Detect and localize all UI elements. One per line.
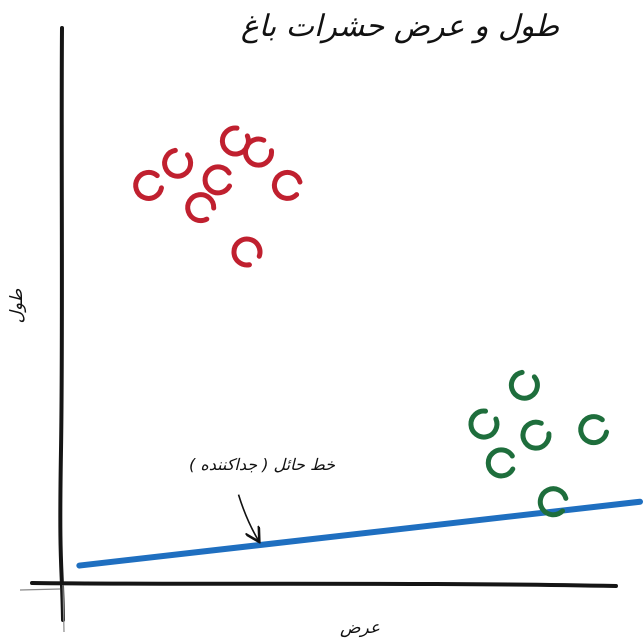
scatter-points — [133, 125, 610, 518]
annotation-arrow — [237, 494, 259, 541]
y-axis-label: طول — [7, 288, 27, 323]
scatter-point-series2-5 — [485, 447, 516, 479]
scatter-point-series2-1 — [508, 369, 540, 401]
scatter-point-series1-3 — [243, 136, 274, 168]
chart-title: طول و عرض حشرات باغ — [241, 9, 560, 44]
separator-annotation: خط حائل ( جداکننده ) — [189, 455, 335, 474]
scatter-point-series1-5 — [202, 164, 233, 196]
y-axis — [58, 26, 65, 622]
scatter-point-series2-6 — [537, 486, 569, 518]
scatter-point-series2-4 — [578, 414, 610, 446]
x-axis-tail — [19, 588, 61, 591]
separator-line — [76, 498, 643, 569]
scatter-point-series2-2 — [468, 408, 500, 440]
scatter-point-series1-1 — [162, 147, 194, 179]
x-axis — [30, 581, 618, 588]
scatter-point-series1-8 — [231, 236, 263, 268]
scatter-point-series1-7 — [185, 192, 217, 224]
scatter-point-series1-4 — [133, 169, 164, 201]
x-axis-label: عرض — [340, 618, 380, 638]
y-axis-tail — [62, 584, 65, 633]
scatter-point-series2-3 — [520, 419, 552, 451]
scatter-point-series1-6 — [271, 169, 303, 201]
